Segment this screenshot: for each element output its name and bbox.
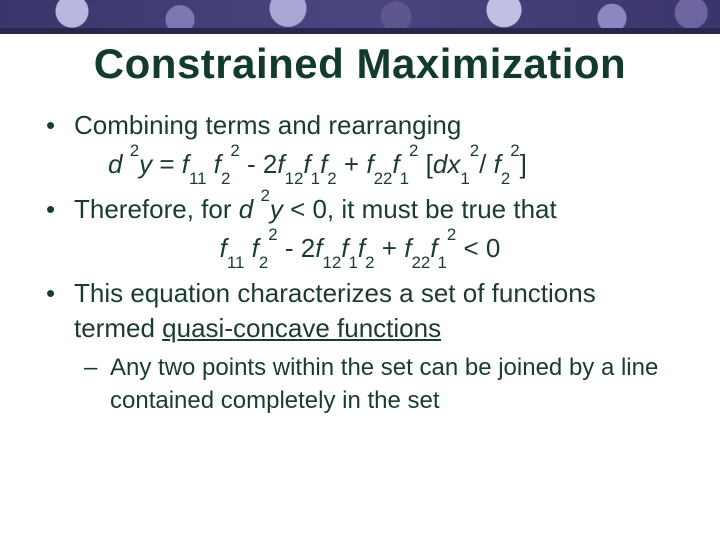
bullet-2: • Therefore, for d 2y < 0, it must be tr… (40, 192, 680, 227)
subbullet-1: – Any two points within the set can be j… (40, 352, 680, 417)
bullet-1-text: Combining terms and rearranging (74, 108, 680, 143)
equation-2: f11 f22 - 2f12f1f2 + f22f12 < 0 (40, 231, 680, 270)
bullet-marker: • (40, 108, 74, 143)
subbullet-marker: – (84, 352, 110, 417)
decorative-banner (0, 0, 720, 34)
bullet-marker: • (40, 192, 74, 227)
subbullet-1-text: Any two points within the set can be joi… (110, 352, 680, 417)
slide-body: Constrained Maximization • Combining ter… (0, 40, 720, 417)
equation-1: d 2y = f11 f22 - 2f12f1f2 + f22f12 [dx12… (40, 147, 680, 186)
content-area: • Combining terms and rearranging d 2y =… (40, 108, 680, 417)
bullet-2-text: Therefore, for d 2y < 0, it must be true… (74, 192, 680, 227)
page-title: Constrained Maximization (40, 40, 680, 88)
bullet-marker: • (40, 276, 74, 346)
bullet-1: • Combining terms and rearranging (40, 108, 680, 143)
bullet-3-text: This equation characterizes a set of fun… (74, 276, 680, 346)
bullet-3: • This equation characterizes a set of f… (40, 276, 680, 346)
